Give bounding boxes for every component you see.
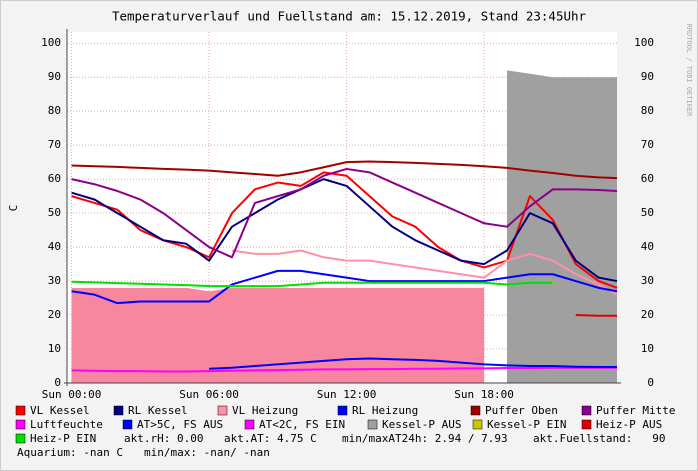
legend-label: Puffer Oben (485, 404, 558, 417)
footer-text: akt.Fuellstand: 90 (533, 432, 665, 445)
y-tick-label-right: 30 (641, 274, 654, 287)
y-tick-label: 20 (48, 308, 61, 321)
y-tick-label-right: 100 (634, 36, 654, 49)
chart-title: Temperaturverlauf und Fuellstand am: 15.… (112, 9, 587, 24)
legend-label: VL Heizung (232, 404, 298, 417)
legend-label: AT>5C, FS AUS (137, 418, 223, 431)
series-line (71, 269, 618, 305)
legend-swatch (337, 405, 348, 416)
series-line (71, 160, 618, 180)
series-line (71, 167, 618, 259)
footer-text: akt.AT: 4.75 C (224, 432, 317, 445)
footer-text: akt.rH: 0.00 (124, 432, 203, 445)
y-tick-label-right: 10 (641, 342, 654, 355)
footer-text: min/max: -nan/ -nan (144, 446, 270, 459)
legend-swatch (15, 405, 26, 416)
x-tick-label: Sun 12:00 (317, 388, 377, 401)
y-tick-label: 80 (48, 104, 61, 117)
series-area (507, 70, 617, 383)
legend-swatch (472, 419, 483, 430)
legend-label: Kessel-P EIN (487, 418, 566, 431)
y-tick-label: 60 (48, 172, 61, 185)
series-line (71, 178, 618, 283)
y-tick-label-right: 70 (641, 138, 654, 151)
legend-swatch (113, 405, 124, 416)
legend-swatch (367, 419, 378, 430)
y-tick-label-right: 60 (641, 172, 654, 185)
legend-swatch (15, 433, 26, 444)
legend-swatch (581, 405, 592, 416)
legend-swatch (581, 419, 592, 430)
series-line (71, 366, 617, 373)
y-tick-label-right: 90 (641, 70, 654, 83)
footer-text: min/maxAT24h: 2.94 / 7.93 (342, 432, 508, 445)
y-tick-label: 30 (48, 274, 61, 287)
y-tick-label: 100 (41, 36, 61, 49)
y-tick-label-right: 20 (641, 308, 654, 321)
series-line (209, 357, 617, 370)
x-tick-label: Sun 00:00 (42, 388, 102, 401)
series-line (575, 314, 617, 317)
x-tick-label: Sun 06:00 (179, 388, 239, 401)
y-tick-label-right: 80 (641, 104, 654, 117)
footer-text: Aquarium: -nan C (17, 446, 123, 459)
legend-swatch (244, 419, 255, 430)
y-tick-label: 40 (48, 240, 61, 253)
legend-label: VL Kessel (30, 404, 90, 417)
y-tick-label: 50 (48, 206, 61, 219)
legend-label: AT<2C, FS EIN (259, 418, 345, 431)
legend-swatch (217, 405, 228, 416)
legend-label: Luftfeuchte (30, 418, 103, 431)
legend-label: RL Heizung (352, 404, 418, 417)
legend-label: Kessel-P AUS (382, 418, 461, 431)
legend-swatch (470, 405, 481, 416)
legend-label: RL Kessel (128, 404, 188, 417)
legend-label: Puffer Mitte (596, 404, 675, 417)
x-tick-label: Sun 18:00 (454, 388, 514, 401)
series-line (231, 249, 618, 296)
y-tick-label-right: 0 (647, 376, 654, 389)
legend-swatch (122, 419, 133, 430)
y-tick-label-right: 40 (641, 240, 654, 253)
y-tick-label: 10 (48, 342, 61, 355)
legend-swatch (15, 419, 26, 430)
watermark: RRDTOOL / TOBI OETIKER (685, 24, 693, 118)
y-axis-label: C (7, 205, 20, 212)
series-line (71, 280, 553, 288)
y-tick-label: 0 (54, 376, 61, 389)
y-tick-label: 90 (48, 70, 61, 83)
legend-label: Heiz-P AUS (596, 418, 662, 431)
y-tick-label: 70 (48, 138, 61, 151)
y-tick-label-right: 50 (641, 206, 654, 219)
legend-label: Heiz-P EIN (30, 432, 96, 445)
